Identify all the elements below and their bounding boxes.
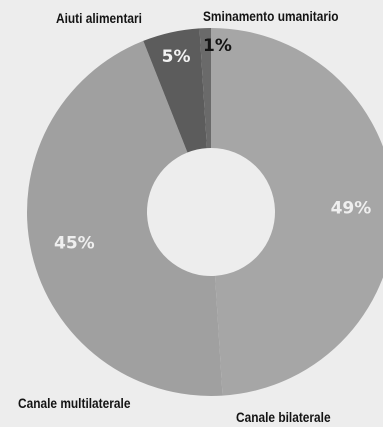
slice-label-canale-multilaterale: Canale multilaterale	[18, 395, 131, 411]
slice-value-canale-bilaterale: 49%	[331, 199, 372, 219]
slice-aiuti-alimentari	[143, 28, 207, 153]
slice-value-aiuti-alimentari: 5%	[162, 47, 191, 67]
slice-label-canale-bilaterale: Canale bilaterale	[236, 409, 331, 425]
slice-canale-bilaterale	[211, 28, 383, 396]
slice-sminamento-umanitario	[199, 28, 211, 149]
slice-label-aiuti-alimentari: Aiuti alimentari	[56, 10, 142, 26]
slice-label-sminamento-umanitario: Sminamento umanitario	[203, 8, 339, 24]
slice-value-sminamento-umanitario: 1%	[203, 36, 232, 56]
slice-canale-multilaterale	[26, 40, 223, 397]
slice-value-canale-multilaterale: 45%	[54, 234, 95, 254]
